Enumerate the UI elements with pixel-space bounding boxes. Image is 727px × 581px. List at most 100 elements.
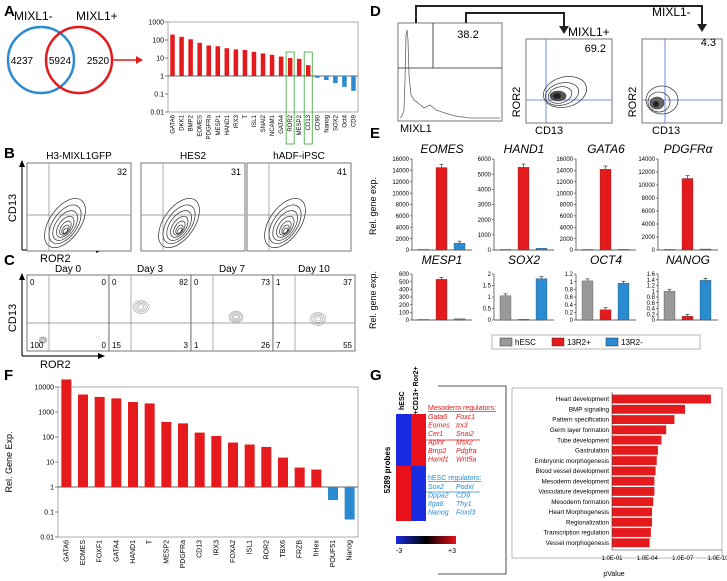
c-contour	[40, 337, 46, 343]
e-y-tick-label: 0	[406, 318, 410, 324]
e-y-tick-label: 14000	[638, 157, 655, 163]
bar-mesp2	[161, 421, 172, 487]
e-bar-oct4-0	[581, 280, 594, 321]
e-y-tick-label: 0.4	[565, 303, 574, 309]
b-contour	[272, 210, 298, 241]
x-label: MESP2	[163, 540, 170, 564]
e-y-tick-label: 10000	[556, 191, 573, 197]
x-label: GATA4	[279, 114, 285, 133]
g-meso-gene: Bmp2	[428, 448, 446, 455]
y-tick-label: 1	[160, 74, 164, 81]
g-hesc-gene: Podxl	[456, 484, 474, 491]
x-label: ROR2	[263, 540, 270, 560]
e-y-tick-label: 16000	[392, 157, 409, 163]
bar-cd13	[194, 432, 205, 487]
g-x-tick-label: 1.0E-10	[707, 556, 727, 562]
e-y-tick-label: 400	[399, 288, 410, 294]
panel-label-c: C	[4, 252, 15, 269]
g-x-tick-label: 1.0E-04	[637, 556, 659, 562]
c-value-br: 3	[184, 341, 189, 350]
c-contour	[132, 300, 150, 314]
e-y-tick-label: 600	[399, 272, 410, 278]
c-contour	[309, 312, 327, 326]
c-contour	[230, 312, 242, 322]
venn-left-label: MIXL1-	[14, 9, 53, 23]
g-category-label: Mesoderm formation	[551, 499, 609, 506]
e-y-tick-label: 0.4	[647, 307, 656, 313]
bar-gata6	[170, 34, 175, 76]
d-neg-ylabel: ROR2	[627, 87, 639, 118]
x-label: T	[243, 115, 249, 119]
g-bar	[612, 497, 654, 507]
x-label: HAND1	[225, 114, 231, 135]
d-neg-contours	[645, 85, 679, 115]
c-value-tl: 0	[30, 278, 35, 287]
y-tick-label: 1000	[38, 410, 54, 417]
c-value-bl: 100	[30, 341, 44, 350]
g-meso-gene: Irx3	[456, 423, 468, 430]
g-heat-c1-bot	[396, 466, 411, 521]
e-title-mesp1: MESP1	[422, 253, 463, 267]
g-meso-gene: Eomes	[428, 423, 450, 430]
b-contour	[176, 227, 183, 234]
y-tick-label: 10	[156, 56, 164, 63]
bar-ncam1	[269, 54, 275, 76]
g-bar	[612, 404, 686, 414]
x-label: CD13	[197, 540, 204, 558]
e-legend-frame	[491, 334, 701, 350]
d-hist-xlabel: MIXL1	[400, 123, 432, 135]
g-category-label: Heart Morphogenesis	[549, 509, 609, 516]
e-legend-label-hesc: hESC	[515, 338, 536, 347]
bar-ror2	[287, 58, 293, 76]
c-contour	[231, 313, 241, 321]
g-hesc-genes: Sox2 Podxl Dppa2 CD9 Itga6 Thy1 Nanog Foxd3	[428, 484, 476, 517]
e-y-tick-label: 500	[399, 280, 410, 286]
b-contour	[158, 198, 200, 248]
b-plot-value: 41	[337, 167, 347, 177]
c-plot-title: Day 7	[219, 264, 246, 275]
b-ylabel: CD13	[7, 194, 19, 222]
e-y-tick-label: 0	[406, 248, 410, 254]
b-plot-value: 32	[117, 167, 127, 177]
panel-label-d: D	[370, 3, 381, 20]
e-bar-sox2-0	[499, 295, 512, 321]
e-y-tick-label: 8000	[642, 196, 656, 202]
bar-mesp2	[296, 58, 302, 76]
bar-irx3	[233, 49, 239, 76]
bar-oct4	[342, 76, 347, 87]
c-plot-box	[190, 274, 274, 352]
g-xlabel: pValue	[603, 571, 624, 578]
b-contour	[279, 220, 292, 236]
g-category-label: Blood vessel development	[535, 468, 609, 475]
e-bar-nanog-1	[681, 316, 694, 321]
d-neg-title: MIXL1-	[652, 5, 691, 19]
venn-left-count: 4237	[11, 56, 34, 67]
e-y-tick-label: 4000	[560, 225, 574, 231]
x-label: ISL1	[247, 540, 254, 555]
x-label: NCAM1	[270, 114, 276, 136]
bar-hhex	[311, 469, 322, 487]
b-contour	[268, 204, 302, 244]
d-pos-title: MIXL1+	[568, 25, 610, 39]
bar-gata4	[111, 398, 122, 487]
x-label: DKK1	[180, 114, 186, 130]
bar-hand1	[128, 402, 138, 487]
c-xlabel: ROR2	[40, 359, 71, 371]
y-tick-label: 0.01	[40, 535, 54, 542]
x-label: CD9	[351, 114, 357, 127]
g-meso-gene: Hand1	[428, 457, 449, 464]
d-pos-plot-box	[525, 38, 613, 124]
x-label: T	[147, 539, 154, 544]
e-y-tick-label: 6000	[560, 214, 574, 220]
g-hesc-title: hESC regulators:	[428, 475, 481, 482]
panel-e-bar-charts: EOMES16000140001200010000800060004000200…	[392, 142, 718, 324]
venn-right-label: MIXL1+	[76, 9, 118, 23]
g-meso-gene: Msx2	[456, 440, 473, 447]
e-y-tick-label: 200	[399, 303, 410, 309]
g-category-label: BMP signaling	[569, 406, 610, 413]
g-category-label: Mesoderm development	[541, 478, 609, 485]
g-hesc-gene: CD9	[456, 493, 470, 500]
g-category-label: Transcription regulation	[543, 530, 609, 537]
x-label: GATA6	[63, 540, 70, 562]
x-label: CD90	[315, 114, 321, 130]
